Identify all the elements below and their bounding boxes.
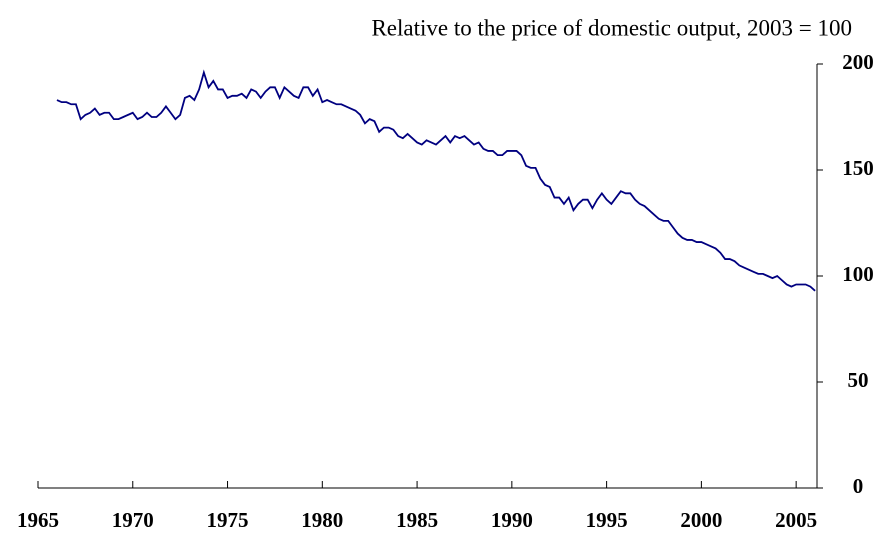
x-tick-label: 2005: [775, 508, 817, 532]
y-tick-label: 0: [853, 474, 864, 498]
y-tick-label: 100: [842, 262, 874, 286]
x-tick-label: 1990: [491, 508, 533, 532]
data-line: [56, 69, 816, 292]
y-tick-label: 150: [842, 156, 874, 180]
chart-title: Relative to the price of domestic output…: [371, 15, 852, 40]
x-tick-label: 1985: [396, 508, 438, 532]
x-tick-label: 2000: [680, 508, 722, 532]
x-tick-label: 1970: [112, 508, 154, 532]
x-tick-label: 1980: [301, 508, 343, 532]
y-tick-label: 200: [842, 50, 874, 74]
x-tick-label: 1975: [207, 508, 249, 532]
y-tick-label: 50: [848, 368, 869, 392]
x-tick-label: 1965: [17, 508, 59, 532]
x-tick-label: 1995: [586, 508, 628, 532]
